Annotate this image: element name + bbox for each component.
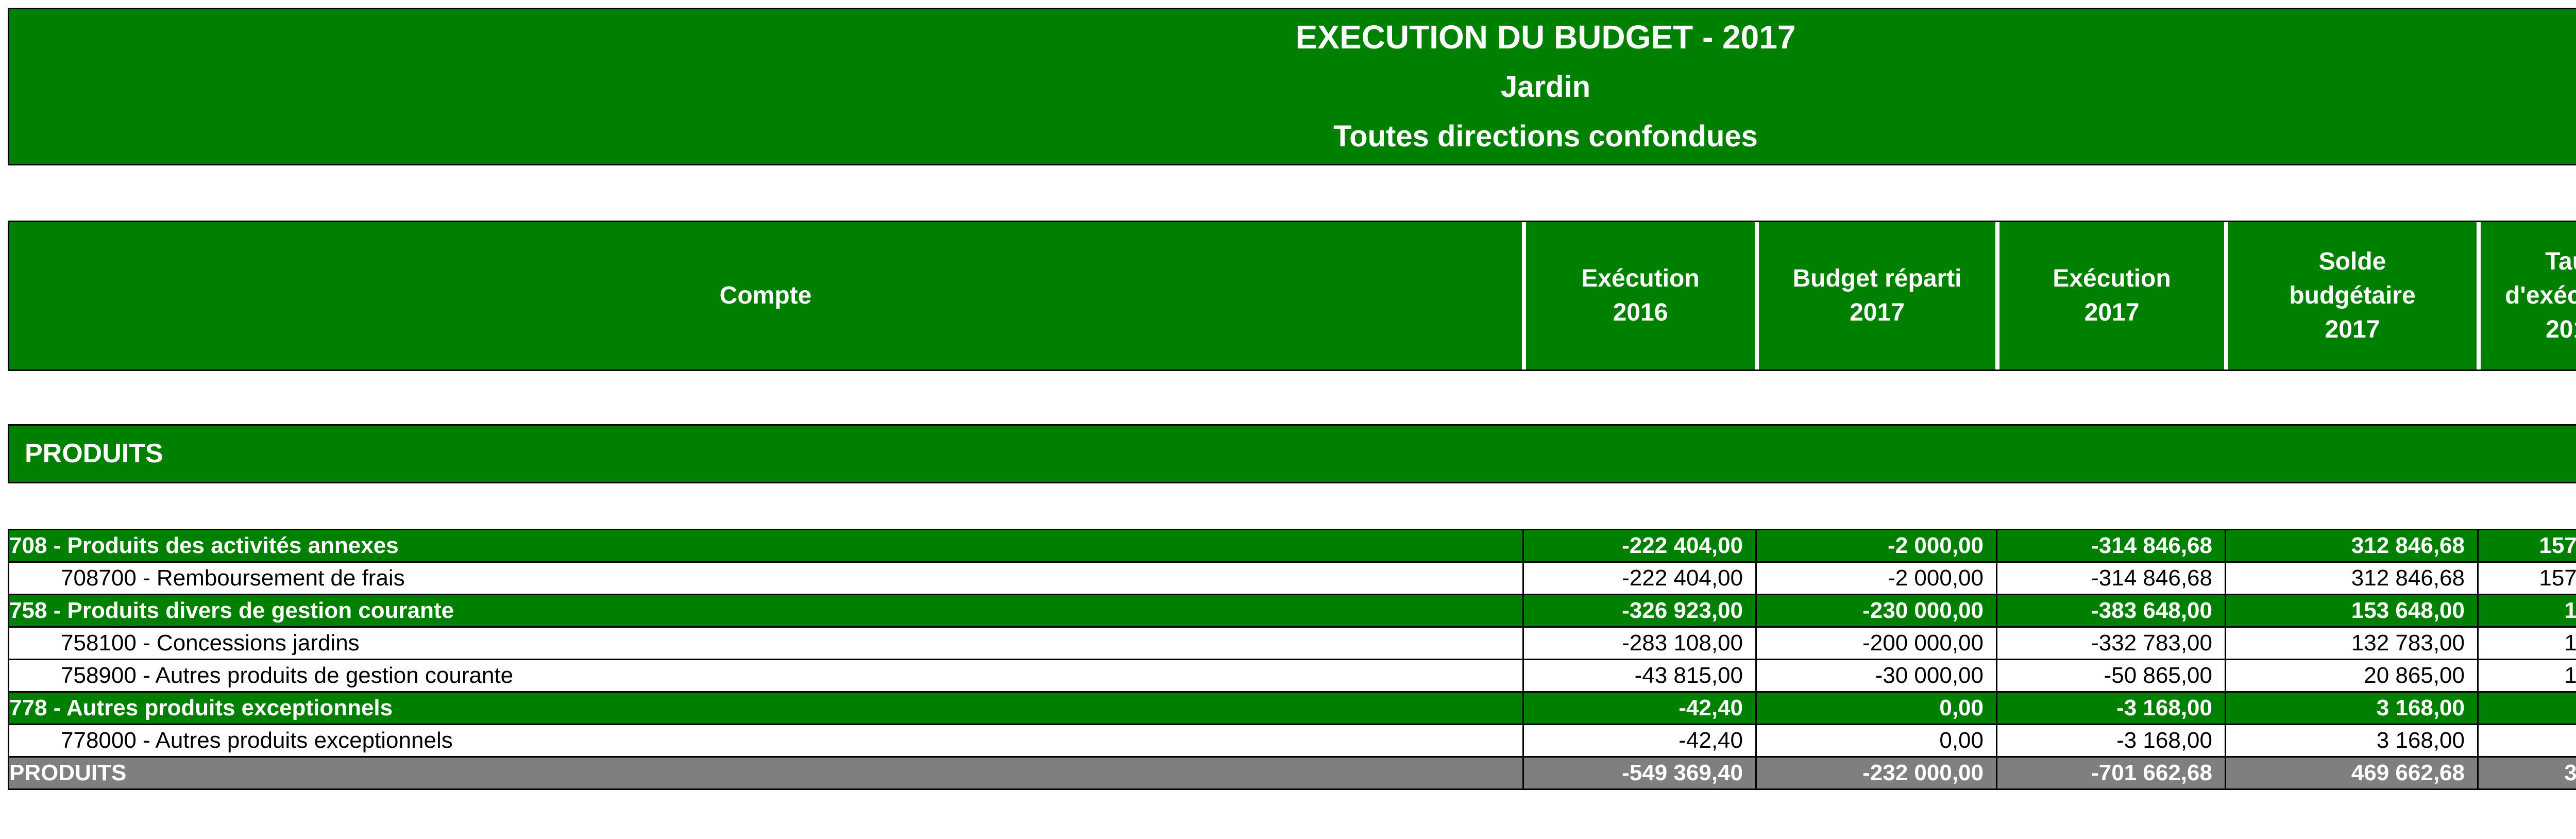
table-header: Compte Exécution 2016 Budget réparti 201… xyxy=(8,221,2576,371)
report-subtitle-1: Jardin xyxy=(1500,70,1591,104)
cell-taux-2017: 0,00% xyxy=(2477,691,2576,725)
report-banner: EXECUTION DU BUDGET - 2017 Jardin Toutes… xyxy=(8,8,2576,165)
cell-execution-2016: -222 404,00 xyxy=(1522,529,1757,563)
cell-execution-2016: -42,40 xyxy=(1522,724,1757,758)
total-label: PRODUITS xyxy=(8,756,1524,790)
report-title: EXECUTION DU BUDGET - 2017 xyxy=(1295,19,1796,56)
cell-taux-2017: 166,80% xyxy=(2477,594,2576,628)
column-header-budget-2017: Budget réparti 2017 xyxy=(1755,222,1997,370)
cell-execution-2016: -222 404,00 xyxy=(1522,561,1757,595)
account-label: 708700 - Remboursement de frais xyxy=(8,561,1524,595)
account-label: 758 - Produits divers de gestion courant… xyxy=(8,594,1524,628)
cell-execution-2016: -42,40 xyxy=(1522,691,1757,725)
cell-execution-2017: -3 168,00 xyxy=(1996,724,2226,758)
account-label: 778 - Autres produits exceptionnels xyxy=(8,691,1524,725)
table-row-total-produits: PRODUITS -549 369,40 -232 000,00 -701 66… xyxy=(8,756,2576,790)
cell-execution-2016: -549 369,40 xyxy=(1522,756,1757,790)
cell-execution-2016: -283 108,00 xyxy=(1522,626,1757,660)
cell-budget-2017: 0,00 xyxy=(1755,724,1997,758)
cell-taux-2017: 166,39% xyxy=(2477,626,2576,660)
cell-solde-2017: 132 783,00 xyxy=(2225,626,2479,660)
table-row-758: 758 - Produits divers de gestion courant… xyxy=(8,594,2576,628)
account-label: 778000 - Autres produits exceptionnels xyxy=(8,724,1524,758)
account-label: 758900 - Autres produits de gestion cour… xyxy=(8,659,1524,693)
report-subtitle-2: Toutes directions confondues xyxy=(1333,120,1758,153)
cell-budget-2017: -30 000,00 xyxy=(1755,659,1997,693)
cell-execution-2016: -326 923,00 xyxy=(1522,594,1757,628)
table-row-778: 778 - Autres produits exceptionnels -42,… xyxy=(8,691,2576,725)
cell-taux-2017: 15742,33% xyxy=(2477,529,2576,563)
cell-solde-2017: 153 648,00 xyxy=(2225,594,2479,628)
table-row-758100: 758100 - Concessions jardins -283 108,00… xyxy=(8,626,2576,660)
column-header-compte: Compte xyxy=(9,222,1524,370)
cell-budget-2017: -2 000,00 xyxy=(1755,529,1997,563)
table-row-708: 708 - Produits des activités annexes -22… xyxy=(8,529,2576,563)
cell-execution-2017: -383 648,00 xyxy=(1996,594,2226,628)
cell-execution-2017: -3 168,00 xyxy=(1996,691,2226,725)
cell-solde-2017: 312 846,68 xyxy=(2225,529,2479,563)
account-label: 708 - Produits des activités annexes xyxy=(8,529,1524,563)
cell-execution-2017: -314 846,68 xyxy=(1996,529,2226,563)
account-label: 758100 - Concessions jardins xyxy=(8,626,1524,660)
section-header-produits: PRODUITS xyxy=(8,424,2576,483)
cell-solde-2017: 20 865,00 xyxy=(2225,659,2479,693)
cell-solde-2017: 3 168,00 xyxy=(2225,724,2479,758)
cell-taux-2017: 15742,33% xyxy=(2477,561,2576,595)
cell-solde-2017: 312 846,68 xyxy=(2225,561,2479,595)
cell-budget-2017: -200 000,00 xyxy=(1755,626,1997,660)
cell-taux-2017: 169,55% xyxy=(2477,659,2576,693)
table-row-758900: 758900 - Autres produits de gestion cour… xyxy=(8,659,2576,693)
table-row-708700: 708700 - Remboursement de frais -222 404… xyxy=(8,561,2576,595)
column-header-taux-2017: Taux d'exécution 2017 xyxy=(2477,222,2576,370)
cell-budget-2017: -232 000,00 xyxy=(1755,756,1997,790)
cell-budget-2017: -230 000,00 xyxy=(1755,594,1997,628)
table-row-778000: 778000 - Autres produits exceptionnels -… xyxy=(8,724,2576,758)
budget-table: 708 - Produits des activités annexes -22… xyxy=(8,529,2576,790)
cell-solde-2017: 3 168,00 xyxy=(2225,691,2479,725)
cell-execution-2017: -332 783,00 xyxy=(1996,626,2226,660)
cell-execution-2017: -701 662,68 xyxy=(1996,756,2226,790)
cell-taux-2017: 0,00% xyxy=(2477,724,2576,758)
cell-solde-2017: 469 662,68 xyxy=(2225,756,2479,790)
column-header-solde-2017: Solde budgétaire 2017 xyxy=(2224,222,2479,370)
cell-budget-2017: 0,00 xyxy=(1755,691,1997,725)
column-header-execution-2016: Exécution 2016 xyxy=(1522,222,1757,370)
cell-execution-2017: -314 846,68 xyxy=(1996,561,2226,595)
cell-execution-2017: -50 865,00 xyxy=(1996,659,2226,693)
column-header-execution-2017: Exécution 2017 xyxy=(1995,222,2226,370)
cell-budget-2017: -2 000,00 xyxy=(1755,561,1997,595)
cell-taux-2017: 302,44% xyxy=(2477,756,2576,790)
cell-execution-2016: -43 815,00 xyxy=(1522,659,1757,693)
